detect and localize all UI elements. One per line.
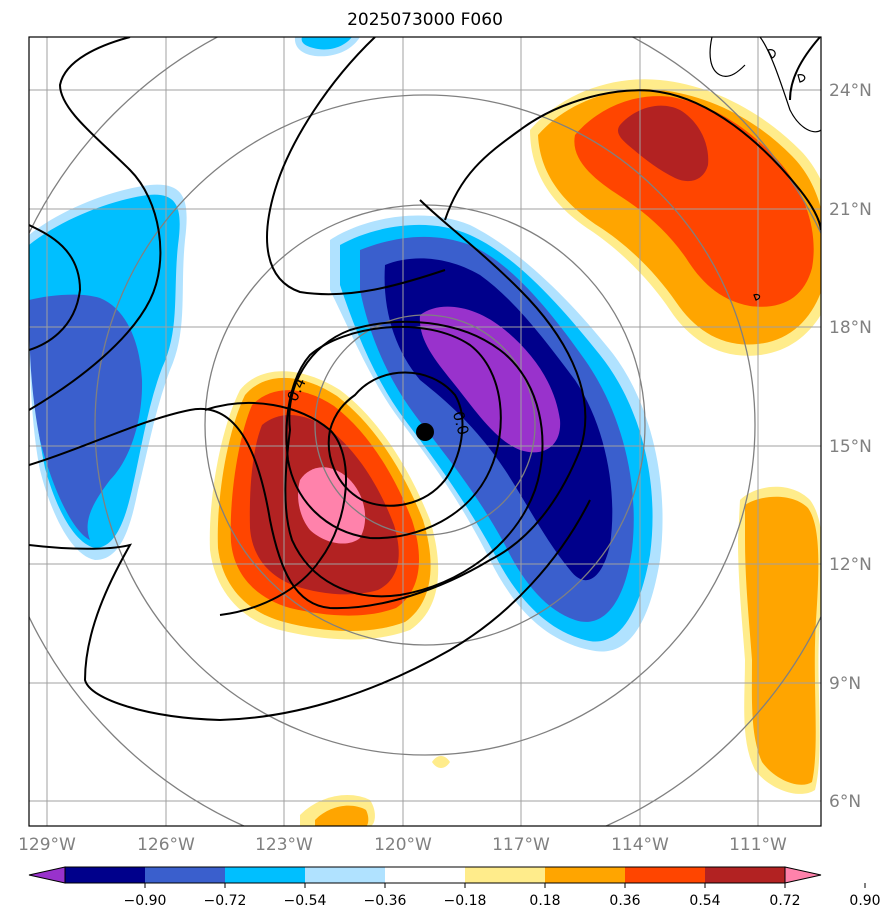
contour-label-0-0: 0.0	[449, 409, 473, 437]
colorbar-segment	[225, 867, 305, 883]
lon-label-120w: 120°W	[374, 835, 432, 855]
colorbar-ticks	[144, 883, 866, 888]
lon-label-123w: 123°W	[255, 835, 313, 855]
small-positive-patches	[294, 37, 450, 826]
lon-label-117w: 117°W	[492, 835, 550, 855]
lat-label-21n: 21°N	[829, 200, 872, 220]
southeast-positive-field	[738, 486, 821, 794]
colorbar-extend-min	[28, 866, 66, 884]
colorbar-segment	[545, 867, 625, 883]
colorbar-segment	[465, 867, 545, 883]
lat-label-18n: 18°N	[829, 318, 872, 338]
colorbar-tick-label: 0.18	[529, 893, 560, 909]
negative-anomaly-field	[330, 215, 663, 652]
lat-label-12n: 12°N	[829, 555, 872, 575]
colorbar-segment	[305, 867, 385, 883]
colorbar-tick-label: −0.90	[124, 893, 167, 909]
colorbar-segment	[65, 867, 145, 883]
map-title: 2025073000 F060	[347, 10, 503, 30]
lon-label-129w: 129°W	[18, 835, 76, 855]
colorbar-segment	[705, 867, 785, 883]
lat-label-9n: 9°N	[829, 674, 861, 694]
colorbar-tick-label: −0.36	[364, 893, 407, 909]
colorbar-tick-label: 0.90	[849, 893, 880, 909]
colorbar-segment	[385, 867, 465, 883]
lat-label-24n: 24°N	[829, 81, 872, 101]
lon-label-114w: 114°W	[611, 835, 669, 855]
longitude-labels: 129°W 126°W 123°W 120°W 117°W 114°W 111°…	[18, 835, 787, 855]
northeast-positive-field	[530, 79, 821, 356]
colorbar-segments	[64, 866, 786, 884]
colorbar-extend-max	[784, 866, 822, 884]
colorbar-tick-label: −0.54	[284, 893, 327, 909]
storm-center-marker	[416, 423, 434, 441]
latitude-labels: 24°N 21°N 18°N 15°N 12°N 9°N 6°N	[829, 81, 872, 812]
lon-label-111w: 111°W	[729, 835, 787, 855]
map-plot-area: 0.4 0.0	[29, 37, 821, 826]
west-negative-field	[29, 184, 187, 560]
colorbar-tick-label: 0.36	[609, 893, 640, 909]
colorbar-labels: −0.90 −0.72 −0.54 −0.36 −0.18 0.18 0.36 0.54 0.7…	[124, 893, 881, 909]
lat-label-15n: 15°N	[829, 437, 872, 457]
colorbar-tick-label: 0.54	[689, 893, 720, 909]
colorbar: −0.90 −0.72 −0.54 −0.36 −0.18 0.18 0.36 0.54 0.7…	[28, 866, 881, 909]
black-contours	[29, 37, 821, 722]
colorbar-tick-label: 0.72	[769, 893, 800, 909]
map-frame	[28, 36, 822, 827]
lon-label-126w: 126°W	[137, 835, 195, 855]
colorbar-segment	[145, 867, 225, 883]
positive-anomaly-field	[209, 371, 439, 640]
colorbar-tick-label: −0.72	[204, 893, 247, 909]
graticule	[29, 37, 821, 826]
coastline	[709, 37, 821, 301]
lat-label-6n: 6°N	[829, 792, 861, 812]
colorbar-segment	[625, 867, 705, 883]
colorbar-tick-label: −0.18	[444, 893, 487, 909]
